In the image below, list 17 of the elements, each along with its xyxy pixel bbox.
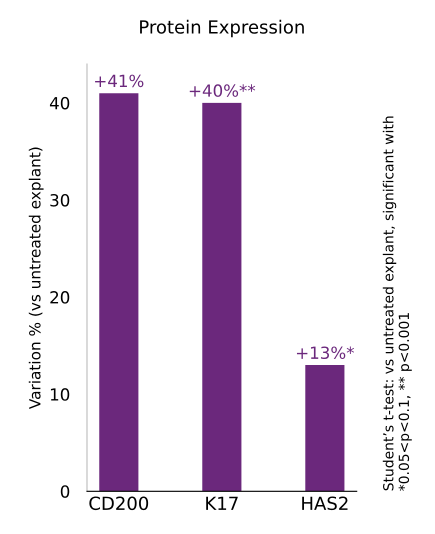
y-tick-label: 0 [60, 485, 70, 498]
text: Student’s t-test: vs untreated explant, significant with *0.05<p<0.1, ** p<0.001 [382, 116, 412, 491]
data-label: +40%** [190, 84, 256, 97]
y-tick-label: 40 [50, 96, 70, 110]
x-tick-label: K17 [206, 496, 238, 510]
bar [99, 93, 138, 492]
chart-title: Protein Expression [140, 20, 304, 38]
x-tick-label: HAS2 [302, 496, 348, 510]
y-tick-label: 20 [50, 291, 70, 304]
y-axis-title: Variation % (vs untreated explant) [28, 148, 44, 410]
y-tick-label: 10 [50, 388, 70, 401]
y-tick-label: 30 [50, 194, 70, 207]
data-label: +41% [95, 74, 144, 88]
data-label: +13%* [296, 346, 354, 360]
bar [202, 102, 242, 492]
bar [305, 365, 344, 492]
x-tick-label: CD200 [89, 496, 148, 510]
